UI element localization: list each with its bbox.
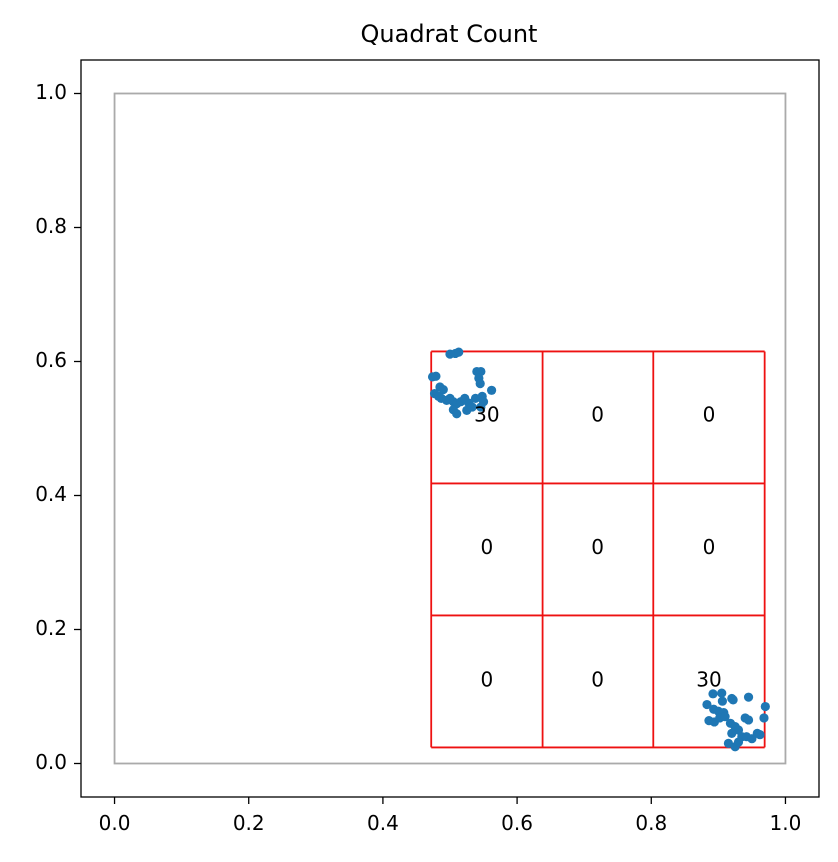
scatter-point bbox=[743, 692, 754, 702]
scatter-point bbox=[462, 405, 472, 416]
quadrat-count-label: 0 bbox=[591, 402, 604, 426]
scatter-point bbox=[717, 696, 727, 706]
y-tick-label: 0.8 bbox=[35, 214, 67, 238]
quadrat-count-label: 0 bbox=[703, 535, 716, 559]
quadrat-count-label: 0 bbox=[481, 535, 494, 559]
scatter-point bbox=[760, 701, 770, 712]
axes: 0.0 0.2 0.4 0.6 0.8 1.0 0.0 0.2 0.4 0.6 0.8 1.0 bbox=[35, 59, 820, 835]
x-tick-label: 1.0 bbox=[770, 811, 802, 835]
scatter-point bbox=[733, 737, 744, 747]
quadrat-count-label: 0 bbox=[591, 668, 604, 692]
quadrat-count-label: 0 bbox=[591, 535, 604, 559]
chart-title: Quadrat Count bbox=[361, 20, 538, 48]
scatter-point bbox=[759, 713, 769, 723]
y-tick-label: 1.0 bbox=[35, 80, 67, 104]
scatter-point bbox=[486, 385, 497, 395]
scatter-point bbox=[708, 689, 718, 699]
scatter-point bbox=[743, 715, 754, 725]
scatter-point bbox=[720, 712, 730, 722]
x-tick-label: 0.2 bbox=[233, 811, 265, 835]
scatter-point bbox=[475, 379, 485, 389]
scatter-point bbox=[431, 371, 441, 381]
scatter-point bbox=[717, 688, 727, 698]
study-window-boundary bbox=[113, 92, 787, 765]
y-tick-label: 0.2 bbox=[35, 616, 67, 640]
scatter-point bbox=[702, 699, 712, 710]
scatter-point bbox=[755, 730, 765, 740]
scatter-point bbox=[452, 409, 462, 419]
x-tick-label: 0.6 bbox=[501, 811, 533, 835]
axes-frame bbox=[80, 59, 820, 798]
y-tick-label: 0.0 bbox=[35, 750, 67, 774]
quadrat-count-label: 0 bbox=[481, 668, 494, 692]
x-tick-label: 0.8 bbox=[635, 811, 667, 835]
x-tick-label: 0.4 bbox=[367, 811, 399, 835]
plot-area: 30 0 0 0 0 0 0 0 30 bbox=[113, 92, 787, 765]
y-tick-label: 0.6 bbox=[35, 348, 67, 372]
scatter-point bbox=[454, 347, 464, 357]
quadrat-count-label: 30 bbox=[696, 668, 721, 692]
y-tick-label: 0.4 bbox=[35, 482, 67, 506]
scatter-point bbox=[727, 728, 737, 738]
scatter-point bbox=[728, 695, 738, 705]
scatter-point bbox=[438, 385, 448, 395]
scatter-point bbox=[476, 402, 486, 412]
quadrat-count-label: 0 bbox=[703, 402, 716, 426]
quadrat-count-label: 30 bbox=[474, 402, 499, 426]
x-tick-label: 0.0 bbox=[99, 811, 131, 835]
